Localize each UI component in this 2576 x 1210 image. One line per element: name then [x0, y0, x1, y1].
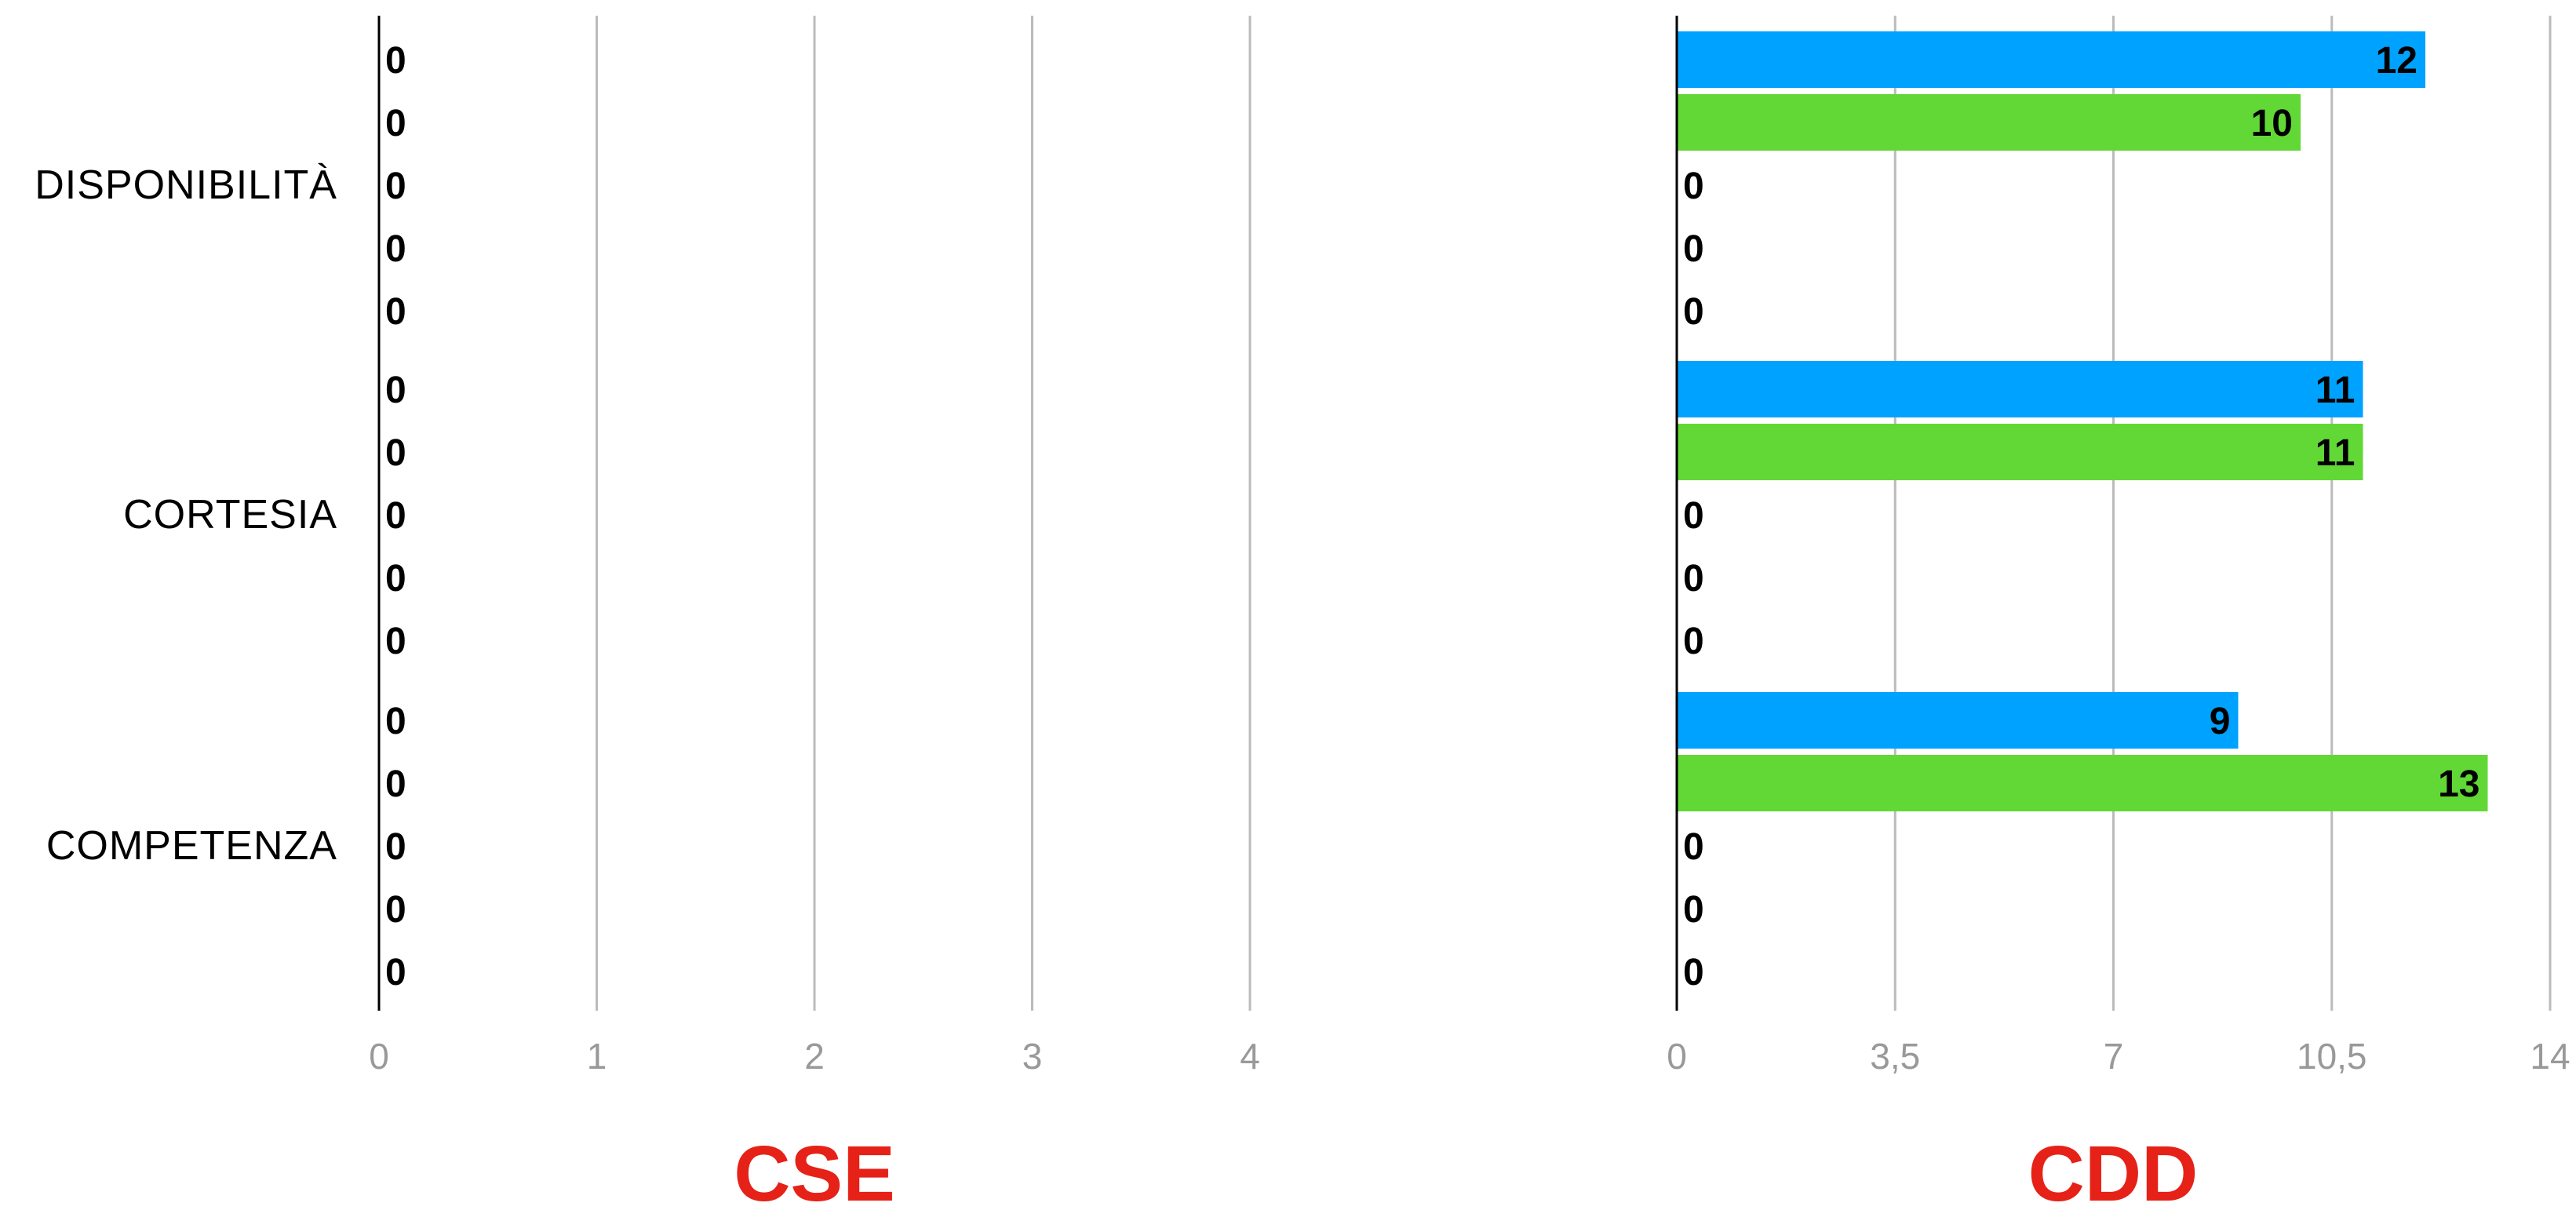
data-label: 13	[2438, 764, 2479, 805]
chart-title: CDD	[2028, 1130, 2199, 1206]
x-tick-label: 3,5	[1870, 1036, 1920, 1077]
data-label: 0	[385, 621, 406, 662]
data-label: 0	[385, 952, 406, 993]
data-label: 0	[1683, 621, 1704, 662]
data-label: 0	[385, 558, 406, 600]
data-label: 0	[1683, 952, 1704, 993]
bar	[1677, 31, 2425, 88]
bar	[1677, 424, 2363, 480]
bar	[1677, 361, 2363, 417]
data-label: 0	[1683, 495, 1704, 537]
data-label: 0	[385, 495, 406, 537]
data-label: 11	[2315, 370, 2356, 411]
data-label: 0	[385, 228, 406, 270]
bar	[1677, 692, 2239, 749]
data-label: 0	[385, 291, 406, 333]
data-label: 0	[385, 826, 406, 868]
data-label: 11	[2315, 432, 2356, 474]
x-tick-label: 2	[804, 1036, 825, 1077]
x-tick-label: 10,5	[2297, 1036, 2367, 1077]
x-tick-label: 3	[1022, 1036, 1043, 1077]
data-label: 0	[385, 370, 406, 411]
data-label: 0	[1683, 291, 1704, 333]
data-label: 0	[1683, 558, 1704, 600]
data-label: 0	[385, 701, 406, 742]
x-tick-label: 0	[1667, 1036, 1687, 1077]
x-tick-label: 7	[2104, 1036, 2124, 1077]
data-label: 0	[1683, 166, 1704, 207]
data-label: 0	[385, 40, 406, 82]
data-label: 0	[385, 166, 406, 207]
data-label: 0	[1683, 826, 1704, 868]
x-tick-label: 0	[369, 1036, 389, 1077]
x-tick-label: 1	[587, 1036, 607, 1077]
data-label: 0	[1683, 889, 1704, 931]
bar	[1677, 94, 2301, 151]
data-label: 0	[1683, 228, 1704, 270]
data-label: 0	[385, 889, 406, 931]
data-label: 0	[385, 432, 406, 474]
data-label: 10	[2251, 103, 2293, 144]
x-tick-label: 14	[2530, 1036, 2570, 1077]
bar	[1677, 755, 2488, 811]
data-label: 9	[2210, 701, 2231, 742]
data-label: 0	[385, 764, 406, 805]
category-label: COMPETENZA	[46, 823, 337, 869]
category-label: DISPONIBILITÀ	[35, 162, 337, 208]
data-label: 0	[385, 103, 406, 144]
category-label: CORTESIA	[123, 492, 337, 538]
chart-title: CSE	[734, 1130, 895, 1206]
x-tick-label: 4	[1240, 1036, 1260, 1077]
data-label: 12	[2376, 40, 2418, 82]
